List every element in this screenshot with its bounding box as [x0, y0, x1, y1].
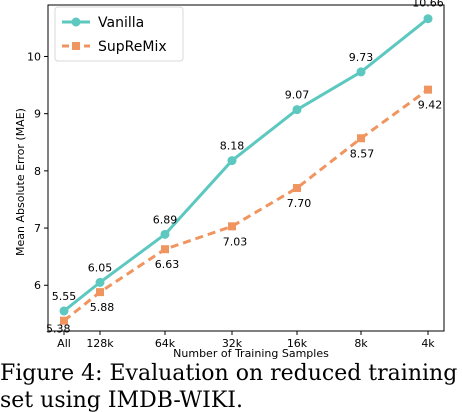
data-point-vanilla — [59, 306, 69, 316]
legend-supremix-marker — [72, 42, 80, 50]
data-label-supremix: 5.88 — [90, 301, 115, 314]
legend-supremix-label: SupReMix — [98, 39, 167, 55]
line-chart: 6 7 8 9 10 All 128k 64k 32k 16k 8k 4k 5.55 6.05 6.89 8… — [14, 0, 445, 360]
series-line-supremix — [63, 88, 429, 322]
series-layer — [59, 14, 433, 325]
data-point-vanilla — [292, 105, 302, 115]
y-tick-label: 8 — [34, 165, 41, 178]
caption-line-1: Figure 4: Evaluation on reduced training — [0, 361, 458, 386]
data-point-supremix — [96, 288, 104, 297]
data-label-supremix: 9.42 — [418, 99, 443, 112]
data-point-supremix — [424, 85, 432, 94]
x-tick-label: All — [57, 337, 71, 350]
data-label-vanilla: 5.55 — [52, 290, 77, 303]
data-label-supremix: 7.03 — [223, 235, 248, 248]
y-axis-title: Mean Absolute Error (MAE) — [14, 108, 27, 256]
x-axis-title: Number of Training Samples — [173, 347, 329, 360]
x-tick-label: 16k — [287, 337, 308, 350]
y-tick-label: 6 — [34, 279, 41, 292]
data-label-vanilla: 6.05 — [88, 261, 113, 274]
figure-caption: Figure 4: Evaluation on reduced training… — [0, 360, 462, 412]
x-tick-label: 32k — [222, 337, 243, 350]
axes: 6 7 8 9 10 All 128k 64k 32k 16k 8k 4k — [27, 4, 445, 350]
legend-vanilla-label: Vanilla — [98, 15, 144, 31]
data-point-supremix — [228, 222, 236, 231]
y-tick-label: 10 — [27, 50, 41, 63]
data-label-supremix: 7.70 — [287, 197, 312, 210]
data-point-vanilla — [95, 277, 105, 287]
series-line-vanilla — [63, 17, 429, 313]
data-label-vanilla: 10.66 — [412, 0, 444, 10]
y-tick-label: 9 — [34, 108, 41, 121]
data-label-vanilla: 9.07 — [285, 89, 310, 102]
data-point-supremix — [60, 316, 68, 325]
plot-frame — [47, 4, 445, 332]
data-point-supremix — [161, 245, 169, 254]
data-label-supremix: 5.38 — [46, 323, 71, 336]
x-tick-label: 128k — [86, 337, 114, 350]
caption-line-2: set using IMDB-WIKI. — [0, 388, 243, 412]
x-tick-label: 4k — [421, 337, 435, 350]
data-label-vanilla: 8.18 — [220, 140, 245, 153]
data-point-vanilla — [160, 229, 170, 239]
legend: Vanilla SupReMix — [54, 6, 184, 62]
data-point-vanilla — [423, 14, 433, 24]
data-label-supremix: 6.63 — [155, 258, 180, 271]
data-point-vanilla — [227, 156, 237, 166]
data-point-supremix — [293, 184, 301, 193]
legend-vanilla-marker — [71, 17, 81, 27]
data-label-vanilla: 9.73 — [349, 51, 374, 64]
x-tick-label: 64k — [155, 337, 176, 350]
data-label-supremix: 8.57 — [350, 147, 375, 160]
data-point-vanilla — [356, 67, 366, 77]
data-point-supremix — [357, 134, 365, 143]
data-label-vanilla: 6.89 — [153, 213, 178, 226]
x-tick-label: 8k — [354, 337, 368, 350]
data-labels: 5.55 6.05 6.89 8.18 9.07 9.73 10.66 5.38 5.88 6.6… — [46, 0, 444, 336]
y-tick-label: 7 — [34, 222, 41, 235]
